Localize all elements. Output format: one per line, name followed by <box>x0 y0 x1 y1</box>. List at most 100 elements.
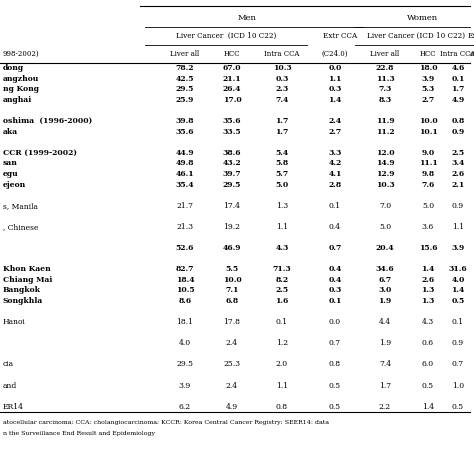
Text: 2.5: 2.5 <box>275 286 289 294</box>
Text: 4.6: 4.6 <box>451 64 465 73</box>
Text: 0.5: 0.5 <box>452 403 464 410</box>
Text: Hanoi: Hanoi <box>3 318 26 326</box>
Text: 0.9: 0.9 <box>451 128 465 136</box>
Text: ejeon: ejeon <box>3 181 26 189</box>
Text: 15.6: 15.6 <box>419 244 437 252</box>
Text: 4.0: 4.0 <box>451 276 465 284</box>
Text: 1.4: 1.4 <box>421 265 435 273</box>
Text: CCR (1999-2002): CCR (1999-2002) <box>3 149 77 157</box>
Text: 0.1: 0.1 <box>276 318 288 326</box>
Text: 7.6: 7.6 <box>421 181 435 189</box>
Text: 6.2: 6.2 <box>179 403 191 410</box>
Text: 2.1: 2.1 <box>451 181 465 189</box>
Text: 1.4: 1.4 <box>422 403 434 410</box>
Text: 4.1: 4.1 <box>328 170 342 178</box>
Text: dong: dong <box>3 64 24 73</box>
Text: Intra CCA: Intra CCA <box>264 50 300 58</box>
Text: 31.6: 31.6 <box>449 265 467 273</box>
Text: san: san <box>3 159 18 167</box>
Text: 10.5: 10.5 <box>176 286 194 294</box>
Text: 3.6: 3.6 <box>422 223 434 231</box>
Text: Liver all: Liver all <box>171 50 200 58</box>
Text: oshima  (1996-2000): oshima (1996-2000) <box>3 117 92 125</box>
Text: 44.9: 44.9 <box>176 149 194 157</box>
Text: 25.9: 25.9 <box>176 96 194 104</box>
Text: 3.9: 3.9 <box>451 244 465 252</box>
Text: cia: cia <box>3 360 14 368</box>
Text: 1.9: 1.9 <box>378 297 392 305</box>
Text: HCC: HCC <box>420 50 436 58</box>
Text: n the Surveillance End Result and Epidemiology: n the Surveillance End Result and Epidem… <box>3 431 155 436</box>
Text: 7.4: 7.4 <box>379 360 391 368</box>
Text: 6.7: 6.7 <box>378 276 392 284</box>
Text: 4.3: 4.3 <box>422 318 434 326</box>
Text: 0.5: 0.5 <box>422 382 434 390</box>
Text: Liver Cancer  (ICD 10 C22): Liver Cancer (ICD 10 C22) <box>176 32 276 40</box>
Text: 1.3: 1.3 <box>421 286 435 294</box>
Text: angzhou: angzhou <box>3 75 39 83</box>
Text: 25.3: 25.3 <box>223 360 241 368</box>
Text: 22.8: 22.8 <box>376 64 394 73</box>
Text: 34.6: 34.6 <box>376 265 394 273</box>
Text: 4.4: 4.4 <box>379 318 391 326</box>
Text: 0.5: 0.5 <box>329 403 341 410</box>
Text: 0.4: 0.4 <box>328 276 342 284</box>
Text: Chiang Mai: Chiang Mai <box>3 276 52 284</box>
Text: 0.0: 0.0 <box>328 64 342 73</box>
Text: Intra CCA: Intra CCA <box>440 50 474 58</box>
Text: 3.4: 3.4 <box>451 159 465 167</box>
Text: 4.9: 4.9 <box>451 96 465 104</box>
Text: 0.7: 0.7 <box>328 244 342 252</box>
Text: 17.4: 17.4 <box>224 202 240 210</box>
Text: 0.3: 0.3 <box>328 286 342 294</box>
Text: 43.2: 43.2 <box>223 159 241 167</box>
Text: 21.3: 21.3 <box>176 223 193 231</box>
Text: 5.3: 5.3 <box>421 85 435 93</box>
Text: Bangkok: Bangkok <box>3 286 41 294</box>
Text: 0.5: 0.5 <box>329 382 341 390</box>
Text: 7.3: 7.3 <box>378 85 392 93</box>
Text: 78.2: 78.2 <box>176 64 194 73</box>
Text: anghai: anghai <box>3 96 32 104</box>
Text: 9.0: 9.0 <box>421 149 435 157</box>
Text: 5.8: 5.8 <box>275 159 289 167</box>
Text: 1.0: 1.0 <box>452 382 464 390</box>
Text: 2.6: 2.6 <box>451 170 465 178</box>
Text: 19.2: 19.2 <box>224 223 240 231</box>
Text: 0.0: 0.0 <box>329 318 341 326</box>
Text: 4.3: 4.3 <box>275 244 289 252</box>
Text: 1.9: 1.9 <box>379 339 391 347</box>
Text: 0.1: 0.1 <box>328 297 342 305</box>
Text: 21.1: 21.1 <box>223 75 241 83</box>
Text: 29.5: 29.5 <box>223 181 241 189</box>
Text: 7.0: 7.0 <box>379 202 391 210</box>
Text: 2.7: 2.7 <box>421 96 435 104</box>
Text: 5.0: 5.0 <box>422 202 434 210</box>
Text: 8.6: 8.6 <box>178 297 191 305</box>
Text: 39.8: 39.8 <box>176 117 194 125</box>
Text: , Chinese: , Chinese <box>3 223 38 231</box>
Text: 35.4: 35.4 <box>176 181 194 189</box>
Text: 14.9: 14.9 <box>376 159 394 167</box>
Text: 1.7: 1.7 <box>451 85 465 93</box>
Text: egu: egu <box>3 170 19 178</box>
Text: Liver Cancer (ICD 10 C22): Liver Cancer (ICD 10 C22) <box>367 32 465 40</box>
Text: 1.1: 1.1 <box>452 223 464 231</box>
Text: ER14: ER14 <box>3 403 24 410</box>
Text: 49.8: 49.8 <box>176 159 194 167</box>
Text: HCC: HCC <box>224 50 240 58</box>
Text: 5.0: 5.0 <box>275 181 289 189</box>
Text: Extr CCA: Extr CCA <box>323 32 357 40</box>
Text: 3.3: 3.3 <box>328 149 342 157</box>
Text: 0.4: 0.4 <box>328 265 342 273</box>
Text: 4.9: 4.9 <box>226 403 238 410</box>
Text: 0.6: 0.6 <box>422 339 434 347</box>
Text: 38.6: 38.6 <box>223 149 241 157</box>
Text: 18.4: 18.4 <box>176 276 194 284</box>
Text: 33.5: 33.5 <box>223 128 241 136</box>
Text: 5.5: 5.5 <box>226 265 238 273</box>
Text: 1.2: 1.2 <box>276 339 288 347</box>
Text: 11.9: 11.9 <box>376 117 394 125</box>
Text: 10.0: 10.0 <box>223 276 241 284</box>
Text: 71.3: 71.3 <box>273 265 292 273</box>
